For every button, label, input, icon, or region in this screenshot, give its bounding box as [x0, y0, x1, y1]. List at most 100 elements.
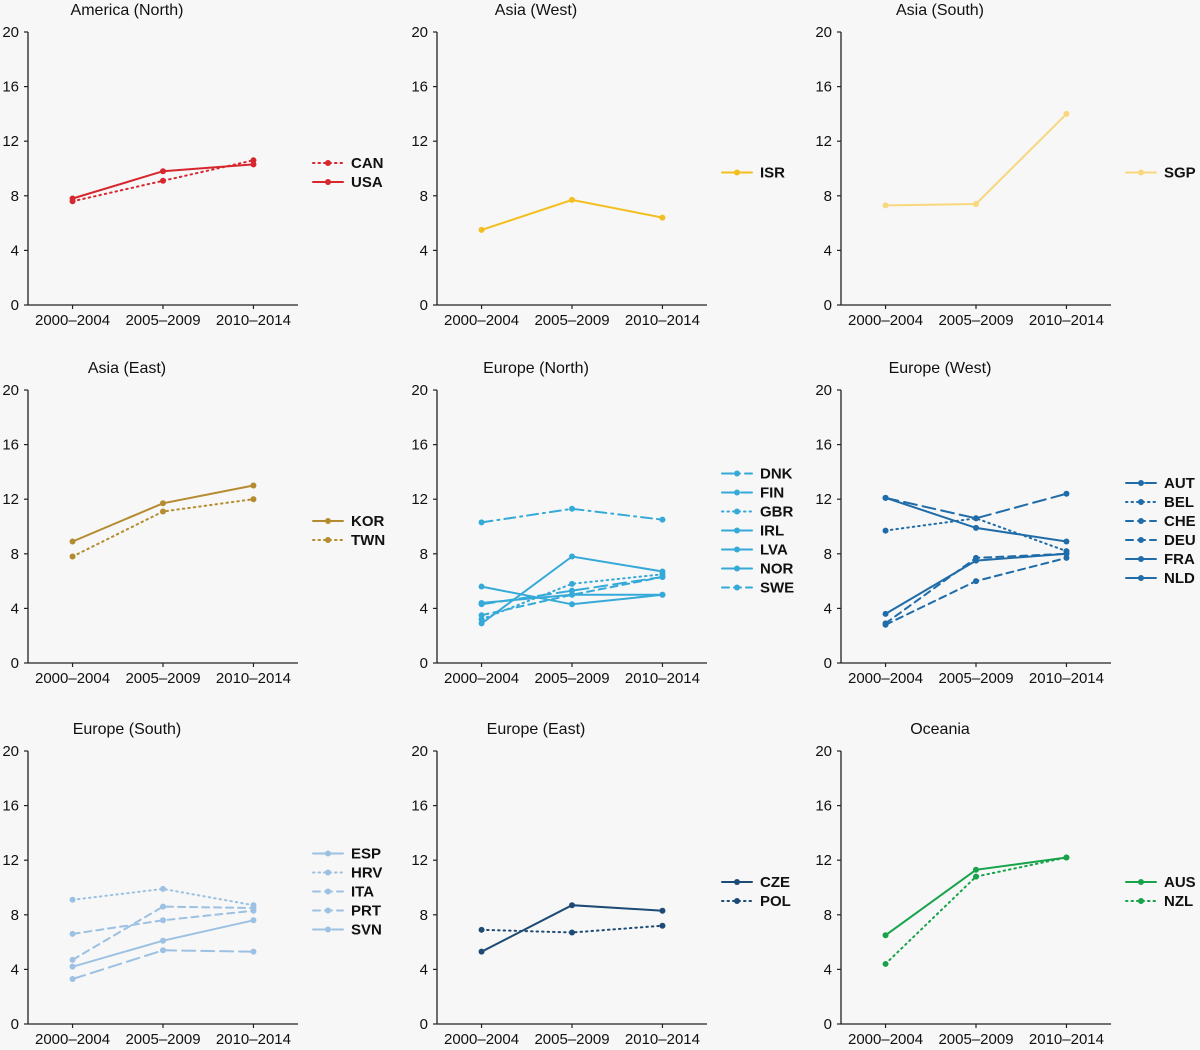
chart-panel: Europe (East) 0 4 8 12 16 20 2000–2004 2005–2009… [411, 721, 791, 1048]
y-tick-label: 8 [11, 907, 19, 924]
y-tick-label: 0 [11, 655, 19, 672]
data-point [882, 527, 889, 534]
data-point [1063, 110, 1070, 117]
legend-label: GBR [760, 504, 794, 521]
x-tick-label: 2000–2004 [848, 1031, 923, 1048]
data-point [973, 866, 979, 873]
data-point [250, 904, 257, 911]
legend-marker [325, 850, 331, 857]
data-point [478, 948, 485, 955]
y-tick-label: 8 [11, 188, 19, 205]
legend-label: ITA [351, 884, 374, 901]
series-line [884, 517, 1068, 553]
y-tick-label: 12 [2, 133, 19, 150]
y-tick-label: 8 [824, 546, 832, 563]
chart-title: Asia (West) [495, 2, 577, 19]
series-line [480, 198, 664, 231]
y-tick-label: 20 [2, 24, 19, 41]
x-tick-label: 2000–2004 [35, 312, 110, 329]
legend-label: CZE [760, 874, 790, 891]
legend-label: SWE [760, 580, 794, 597]
x-tick-label: 2010–2014 [216, 1031, 291, 1048]
y-tick-label: 0 [420, 1016, 428, 1033]
y-tick-label: 4 [11, 242, 19, 259]
x-tick-label: 2005–2009 [534, 670, 609, 687]
y-tick-label: 20 [411, 743, 428, 760]
y-tick-label: 4 [11, 961, 19, 978]
y-tick-label: 0 [824, 1016, 832, 1033]
y-tick-label: 20 [411, 382, 428, 399]
legend-marker [734, 879, 740, 885]
legend-marker [1138, 169, 1144, 176]
data-point [69, 896, 76, 903]
y-tick-label: 20 [2, 743, 19, 760]
data-point [569, 929, 575, 936]
legend-marker [1138, 879, 1144, 885]
y-tick-label: 12 [411, 491, 428, 508]
data-point [973, 557, 979, 564]
legend-marker [1138, 898, 1144, 904]
legend-label: LVA [760, 542, 788, 559]
y-tick-label: 16 [815, 79, 832, 96]
y-tick-label: 20 [815, 743, 832, 760]
chart-panel: Europe (West) 0 4 8 12 16 20 2000–2004 2005–2009… [815, 360, 1195, 687]
legend-marker [734, 489, 740, 496]
legend-label: TWN [351, 532, 385, 549]
data-point [250, 917, 257, 924]
data-point [569, 505, 575, 512]
data-point [69, 553, 76, 560]
data-point [478, 583, 485, 590]
data-point [160, 903, 166, 910]
data-point [478, 599, 485, 606]
x-tick-label: 2010–2014 [216, 670, 291, 687]
data-point [882, 960, 889, 967]
legend-marker [1138, 556, 1144, 562]
y-tick-label: 4 [420, 242, 428, 259]
y-tick-label: 20 [2, 382, 19, 399]
legend-label: CHE [1164, 513, 1196, 530]
y-tick-label: 16 [411, 798, 428, 815]
legend-label: USA [351, 174, 383, 191]
x-tick-label: 2005–2009 [938, 1031, 1013, 1048]
legend-marker [325, 888, 331, 895]
data-point [1063, 854, 1070, 861]
x-tick-label: 2010–2014 [1029, 670, 1104, 687]
x-tick-label: 2000–2004 [444, 1031, 519, 1048]
legend-marker [325, 537, 331, 543]
chart-title: Europe (North) [483, 360, 589, 377]
data-point [160, 168, 166, 175]
y-tick-label: 12 [815, 852, 832, 869]
chart-title: Asia (East) [88, 360, 166, 377]
data-point [659, 574, 666, 581]
data-point [69, 956, 76, 963]
chart-panel: America (North) 0 4 8 12 16 20 2000–2004 2005–20… [2, 2, 383, 329]
data-point [69, 538, 76, 545]
y-tick-label: 12 [411, 852, 428, 869]
legend-marker [325, 907, 331, 914]
y-tick-label: 8 [420, 188, 428, 205]
legend-label: SGP [1164, 165, 1196, 182]
chart-panel: Europe (South) 0 4 8 12 16 20 2000–2004 2005–200… [2, 721, 382, 1048]
data-point [160, 937, 166, 944]
data-point [882, 932, 889, 939]
data-point [973, 873, 979, 880]
data-point [69, 195, 76, 202]
data-point [478, 612, 485, 619]
chart-title: Europe (East) [487, 721, 586, 738]
data-point [478, 519, 485, 526]
y-tick-label: 16 [2, 437, 19, 454]
y-tick-label: 4 [824, 961, 832, 978]
y-tick-label: 8 [420, 546, 428, 563]
y-tick-label: 12 [2, 491, 19, 508]
data-point [69, 930, 76, 937]
legend-label: KOR [351, 513, 385, 530]
y-tick-label: 12 [2, 852, 19, 869]
chart-title: America (North) [71, 2, 184, 19]
legend-marker [325, 179, 331, 185]
legend-marker [734, 546, 740, 553]
series-line [884, 856, 1068, 965]
x-tick-label: 2000–2004 [444, 670, 519, 687]
data-point [569, 591, 575, 598]
data-point [160, 500, 166, 507]
legend-label: DNK [760, 466, 793, 483]
